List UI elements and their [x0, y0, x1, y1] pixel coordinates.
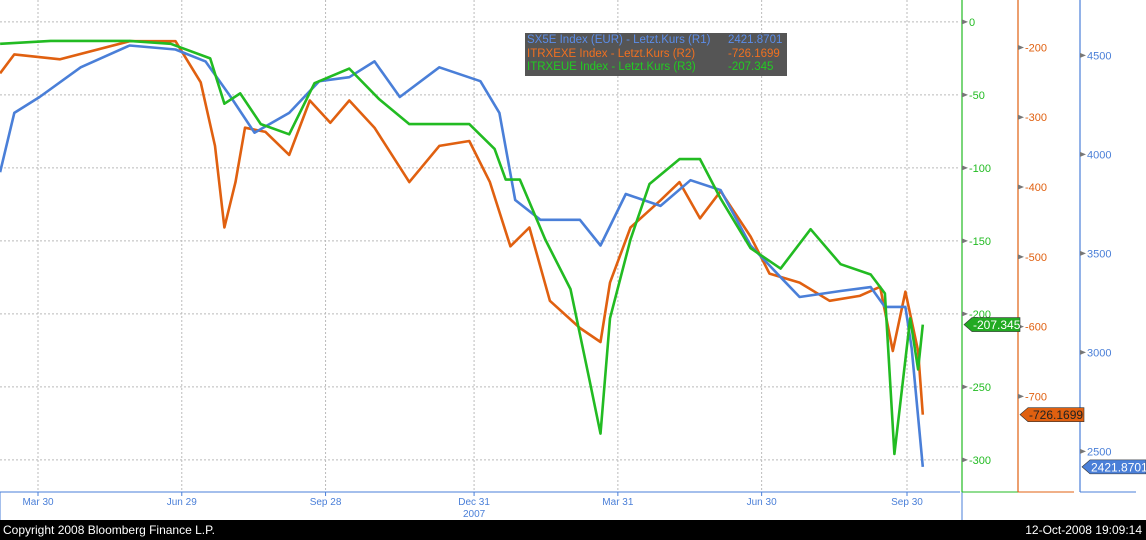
legend-value: -207.345 [728, 61, 774, 73]
y-tick-label: 4000 [1087, 149, 1111, 161]
x-tick-sublabel: 2007 [463, 509, 486, 520]
last-value-tag [963, 317, 1021, 332]
y-tick-label: -100 [969, 163, 991, 175]
y-tick-label: 3500 [1087, 248, 1111, 260]
tick-arrow-icon [1018, 114, 1024, 120]
y-tick-label: -500 [1025, 252, 1047, 264]
x-tick-label: Mar 30 [22, 497, 54, 508]
x-tick-label: Sep 28 [310, 497, 342, 508]
y-tick-label: -250 [969, 382, 991, 394]
y-tick-label: -300 [969, 455, 991, 467]
legend-entry: SX5E Index (EUR) - Letzt.Kurs (R1) 2421.8… [525, 34, 787, 48]
legend-label: ITRXEXE Index - Letzt.Kurs (R2) [527, 47, 696, 60]
y-tick-label: -700 [1025, 391, 1047, 403]
tick-arrow-icon [1080, 448, 1086, 454]
y-tick-label: -200 [1025, 42, 1047, 54]
tick-arrow-icon [962, 165, 968, 171]
last-value-label: 2421.8701 [1091, 460, 1146, 474]
tick-arrow-icon [1018, 184, 1024, 190]
last-value-tag [1081, 459, 1146, 475]
tick-arrow-icon [962, 384, 968, 390]
x-tick-label: Mar 31 [602, 497, 634, 508]
legend-label: ITRXEUE Index - Letzt.Kurs (R3) [527, 61, 696, 73]
tick-arrow-icon [1018, 254, 1024, 260]
last-value-label: -726.1699 [1029, 408, 1083, 422]
y-tick-label: -400 [1025, 182, 1047, 194]
tick-arrow-icon [962, 457, 968, 463]
y-tick-label: -600 [1025, 322, 1047, 334]
y-tick-label: 4500 [1087, 50, 1111, 62]
legend-entry: ITRXEUE Index - Letzt.Kurs (R3) -207.345 [525, 61, 787, 75]
tick-arrow-icon [1080, 52, 1086, 58]
last-value-tag [1019, 407, 1085, 422]
x-tick-label: Dec 31 [458, 497, 490, 508]
legend-value: -726.1699 [728, 47, 780, 60]
series-line-R2 [0, 39, 925, 415]
x-tick-label: Jun 29 [167, 497, 197, 508]
legend-value: 2421.8701 [728, 34, 783, 46]
legend-label: SX5E Index (EUR) - Letzt.Kurs (R1) [527, 34, 711, 46]
tick-arrow-icon [1080, 250, 1086, 256]
legend: SX5E Index (EUR) - Letzt.Kurs (R1) 2421.8… [525, 33, 787, 76]
tick-arrow-icon [1018, 44, 1024, 50]
tick-arrow-icon [1018, 393, 1024, 399]
tick-arrow-icon [962, 311, 968, 317]
legend-entry: ITRXEXE Index - Letzt.Kurs (R2) -726.1699 [525, 48, 787, 62]
tick-arrow-icon [962, 19, 968, 25]
series-line-R1 [0, 44, 925, 468]
series-line-R3 [0, 39, 925, 456]
tick-arrow-icon [1080, 151, 1086, 157]
y-tick-label: -300 [1025, 112, 1047, 124]
y-tick-label: 3000 [1087, 347, 1111, 359]
x-tick-label: Sep 30 [891, 497, 923, 508]
tick-arrow-icon [1080, 349, 1086, 355]
last-value-label: -207.345 [973, 318, 1021, 332]
tick-arrow-icon [962, 92, 968, 98]
copyright: Copyright 2008 Bloomberg Finance L.P. [3, 523, 215, 537]
footer-bar: Copyright 2008 Bloomberg Finance L.P. 12… [0, 520, 1146, 540]
x-tick-label: Jun 30 [747, 497, 777, 508]
y-tick-label: 2500 [1087, 446, 1111, 458]
y-tick-label: -150 [969, 236, 991, 248]
y-tick-label: -50 [969, 90, 985, 102]
tick-arrow-icon [962, 238, 968, 244]
y-tick-label: 0 [969, 17, 975, 29]
timestamp: 12-Oct-2008 19:09:14 [1025, 523, 1142, 537]
